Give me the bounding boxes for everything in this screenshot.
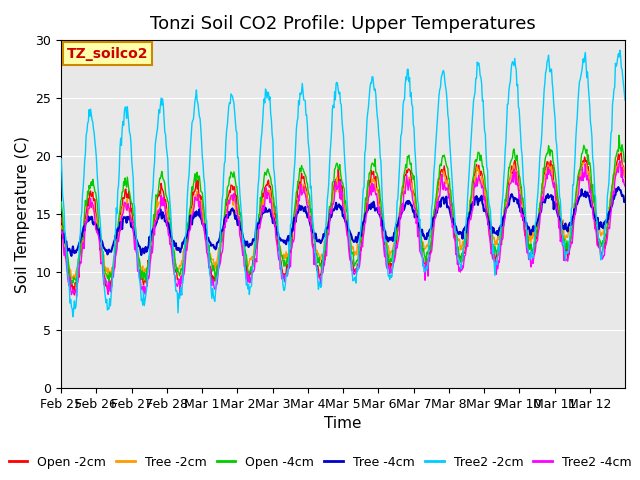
Title: Tonzi Soil CO2 Profile: Upper Temperatures: Tonzi Soil CO2 Profile: Upper Temperatur… xyxy=(150,15,536,33)
X-axis label: Time: Time xyxy=(324,417,362,432)
Y-axis label: Soil Temperature (C): Soil Temperature (C) xyxy=(15,136,30,293)
Legend: Open -2cm, Tree -2cm, Open -4cm, Tree -4cm, Tree2 -2cm, Tree2 -4cm: Open -2cm, Tree -2cm, Open -4cm, Tree -4… xyxy=(3,451,637,474)
Text: TZ_soilco2: TZ_soilco2 xyxy=(67,47,148,60)
